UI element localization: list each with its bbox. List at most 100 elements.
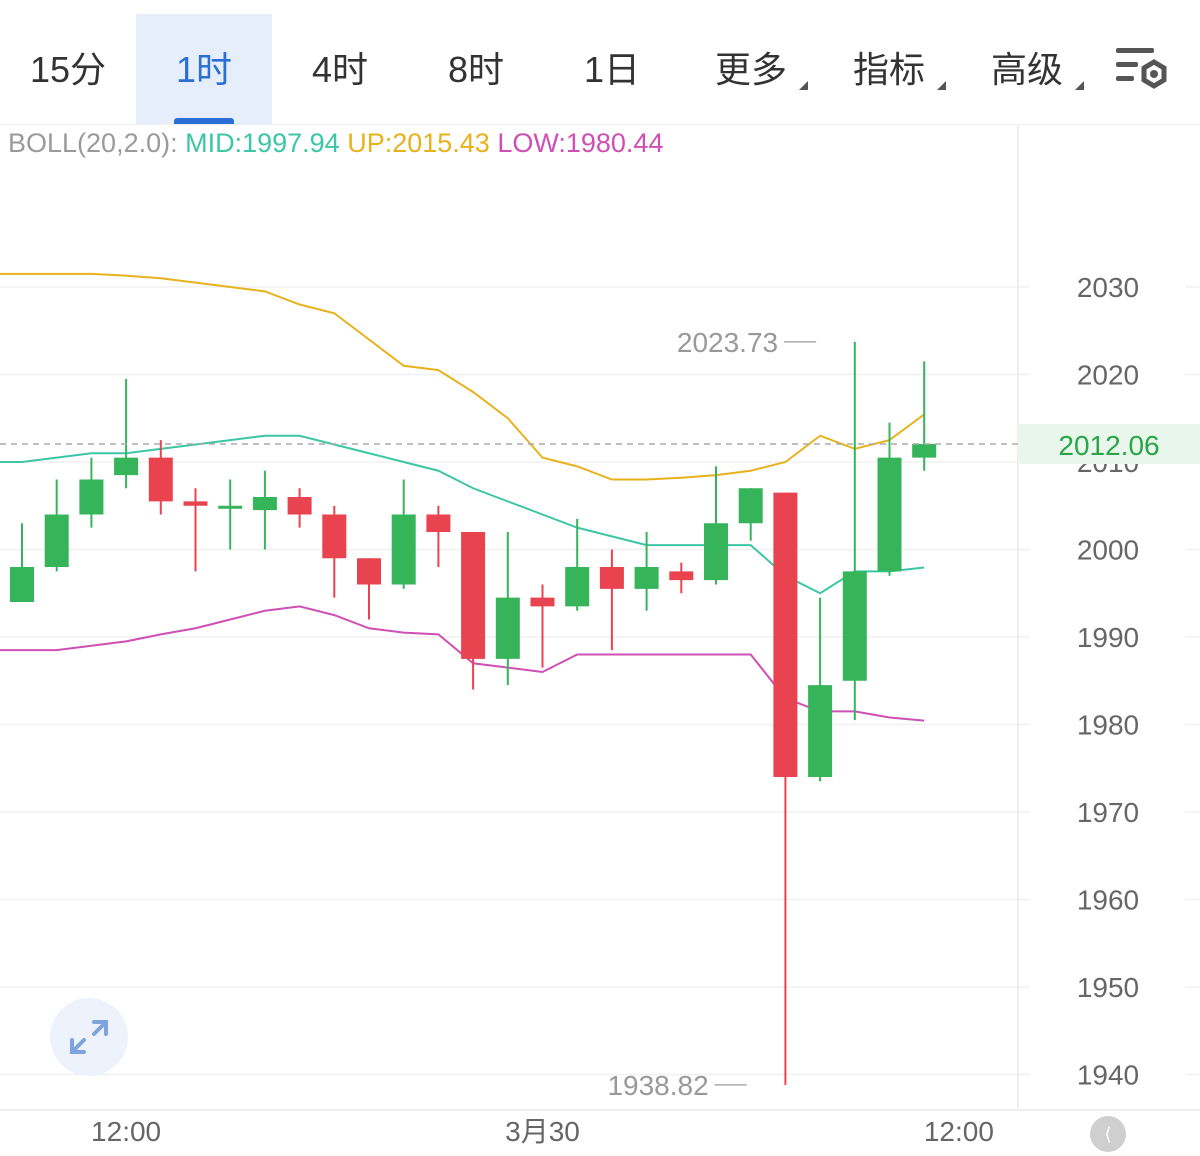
- tab-label: 8时: [447, 49, 505, 90]
- tab-8h[interactable]: 8时: [408, 14, 544, 124]
- candle-body: [357, 558, 381, 585]
- timeframe-toolbar: 15分 1时 4时 8时 1日 更多 指标 高级: [0, 0, 1200, 125]
- x-tick-label: 12:00: [924, 1116, 994, 1147]
- boll-legend: BOLL(20,2.0): MID:1997.94 UP:2015.43 LOW…: [8, 128, 663, 159]
- tab-indicators[interactable]: 指标: [834, 14, 946, 124]
- candle-up: [495, 532, 520, 686]
- tab-label: 高级: [990, 49, 1063, 90]
- scroll-to-start-icon: ⟨: [1104, 1124, 1112, 1144]
- candle-body: [530, 597, 555, 607]
- candle-body: [634, 567, 659, 589]
- candle-up: [44, 479, 69, 572]
- x-tick-label: 3月30: [505, 1116, 580, 1147]
- tab-label: 4时: [311, 49, 369, 90]
- candle-body: [10, 567, 34, 602]
- candle-body: [183, 501, 208, 506]
- candle-down: [426, 505, 451, 567]
- tab-4h[interactable]: 4时: [272, 14, 408, 124]
- current-price-marker: 2012.06: [0, 423, 1200, 464]
- price-axis: 1940195019601970198019902000201020202030: [1077, 272, 1139, 1091]
- candle-body: [79, 479, 104, 515]
- candles: [10, 341, 937, 1085]
- extreme-marker-label: 1938.82: [607, 1070, 708, 1101]
- dropdown-triangle-icon: [799, 81, 808, 90]
- current-price-box: [1018, 423, 1200, 464]
- candle-up: [912, 361, 937, 471]
- candle-body: [426, 514, 451, 532]
- candle-down: [148, 440, 173, 515]
- candle-up: [738, 488, 763, 541]
- boll-bands: [0, 272, 925, 722]
- boll-up-value: UP:2015.43: [347, 128, 490, 158]
- y-tick-label: 1990: [1077, 622, 1139, 653]
- candle-body: [842, 571, 867, 681]
- candle-body: [704, 523, 728, 581]
- scroll-to-latest-button[interactable]: ⟨: [1090, 1116, 1126, 1152]
- y-tick-label: 2000: [1077, 535, 1139, 566]
- candle-up: [704, 466, 728, 585]
- candle-up: [218, 479, 243, 550]
- candle-body: [808, 685, 833, 777]
- candle-body: [599, 567, 624, 589]
- tab-1d[interactable]: 1日: [544, 14, 680, 124]
- y-tick-label: 1970: [1077, 797, 1139, 828]
- candle-up: [842, 341, 867, 721]
- tab-15m[interactable]: 15分: [0, 14, 136, 124]
- grid-lines: [0, 286, 1200, 1076]
- candle-up: [808, 597, 833, 782]
- boll-label: BOLL(20,2.0):: [8, 128, 178, 158]
- y-tick-label: 2030: [1077, 272, 1139, 303]
- boll-mid-value: MID:1997.94: [185, 128, 340, 158]
- candle-body: [565, 567, 590, 607]
- fullscreen-button[interactable]: [50, 998, 128, 1076]
- boll-low-value: LOW:1980.44: [497, 128, 664, 158]
- x-tick-label: 12:00: [91, 1116, 161, 1147]
- tab-more[interactable]: 更多: [696, 14, 808, 124]
- candle-up: [10, 523, 34, 602]
- candle-body: [322, 514, 347, 559]
- candle-down: [599, 549, 624, 651]
- dropdown-triangle-icon: [1075, 81, 1084, 90]
- y-tick-label: 2020: [1077, 360, 1139, 391]
- candle-up: [634, 532, 659, 611]
- candle-up: [565, 518, 590, 611]
- y-tick-label: 1950: [1077, 972, 1139, 1003]
- candle-down: [773, 492, 798, 1085]
- boll-up-line: [0, 272, 925, 481]
- tab-label: 1日: [583, 49, 641, 90]
- tab-label: 15分: [29, 49, 107, 90]
- time-axis: 12:00 3月30 12:00: [91, 1116, 994, 1147]
- boll-mid-line: [0, 434, 925, 595]
- y-tick-label: 1980: [1077, 710, 1139, 741]
- y-tick-label: 1940: [1077, 1060, 1139, 1091]
- y-tick-label: 1960: [1077, 885, 1139, 916]
- candle-body: [773, 492, 798, 777]
- expand-icon: [70, 1020, 108, 1054]
- candlestick-chart[interactable]: 1940195019601970198019902000201020202030…: [0, 125, 1200, 1156]
- tab-label: 指标: [852, 49, 925, 90]
- candle-body: [114, 457, 139, 476]
- candle-body: [391, 514, 416, 585]
- extreme-marker-label: 2023.73: [677, 327, 778, 358]
- tab-advanced[interactable]: 高级: [972, 14, 1084, 124]
- candle-body: [495, 597, 520, 659]
- candle-body: [738, 488, 763, 524]
- candle-down: [357, 558, 381, 620]
- tab-1h[interactable]: 1时: [136, 14, 272, 124]
- candle-body: [877, 457, 902, 572]
- candle-up: [79, 457, 104, 528]
- candle-up: [252, 470, 277, 550]
- active-tab-indicator: [174, 118, 234, 124]
- tab-label: 1时: [175, 49, 233, 90]
- candle-up: [877, 422, 902, 576]
- current-price-label: 2012.06: [1058, 430, 1159, 461]
- candle-down: [287, 488, 312, 528]
- tab-label: 更多: [714, 49, 787, 90]
- candle-down: [183, 488, 208, 572]
- chart-settings-icon[interactable]: [1112, 42, 1174, 98]
- candle-down: [322, 505, 347, 598]
- candle-body: [148, 457, 173, 502]
- candle-body: [252, 497, 277, 511]
- candle-body: [912, 443, 937, 458]
- candle-body: [218, 505, 243, 509]
